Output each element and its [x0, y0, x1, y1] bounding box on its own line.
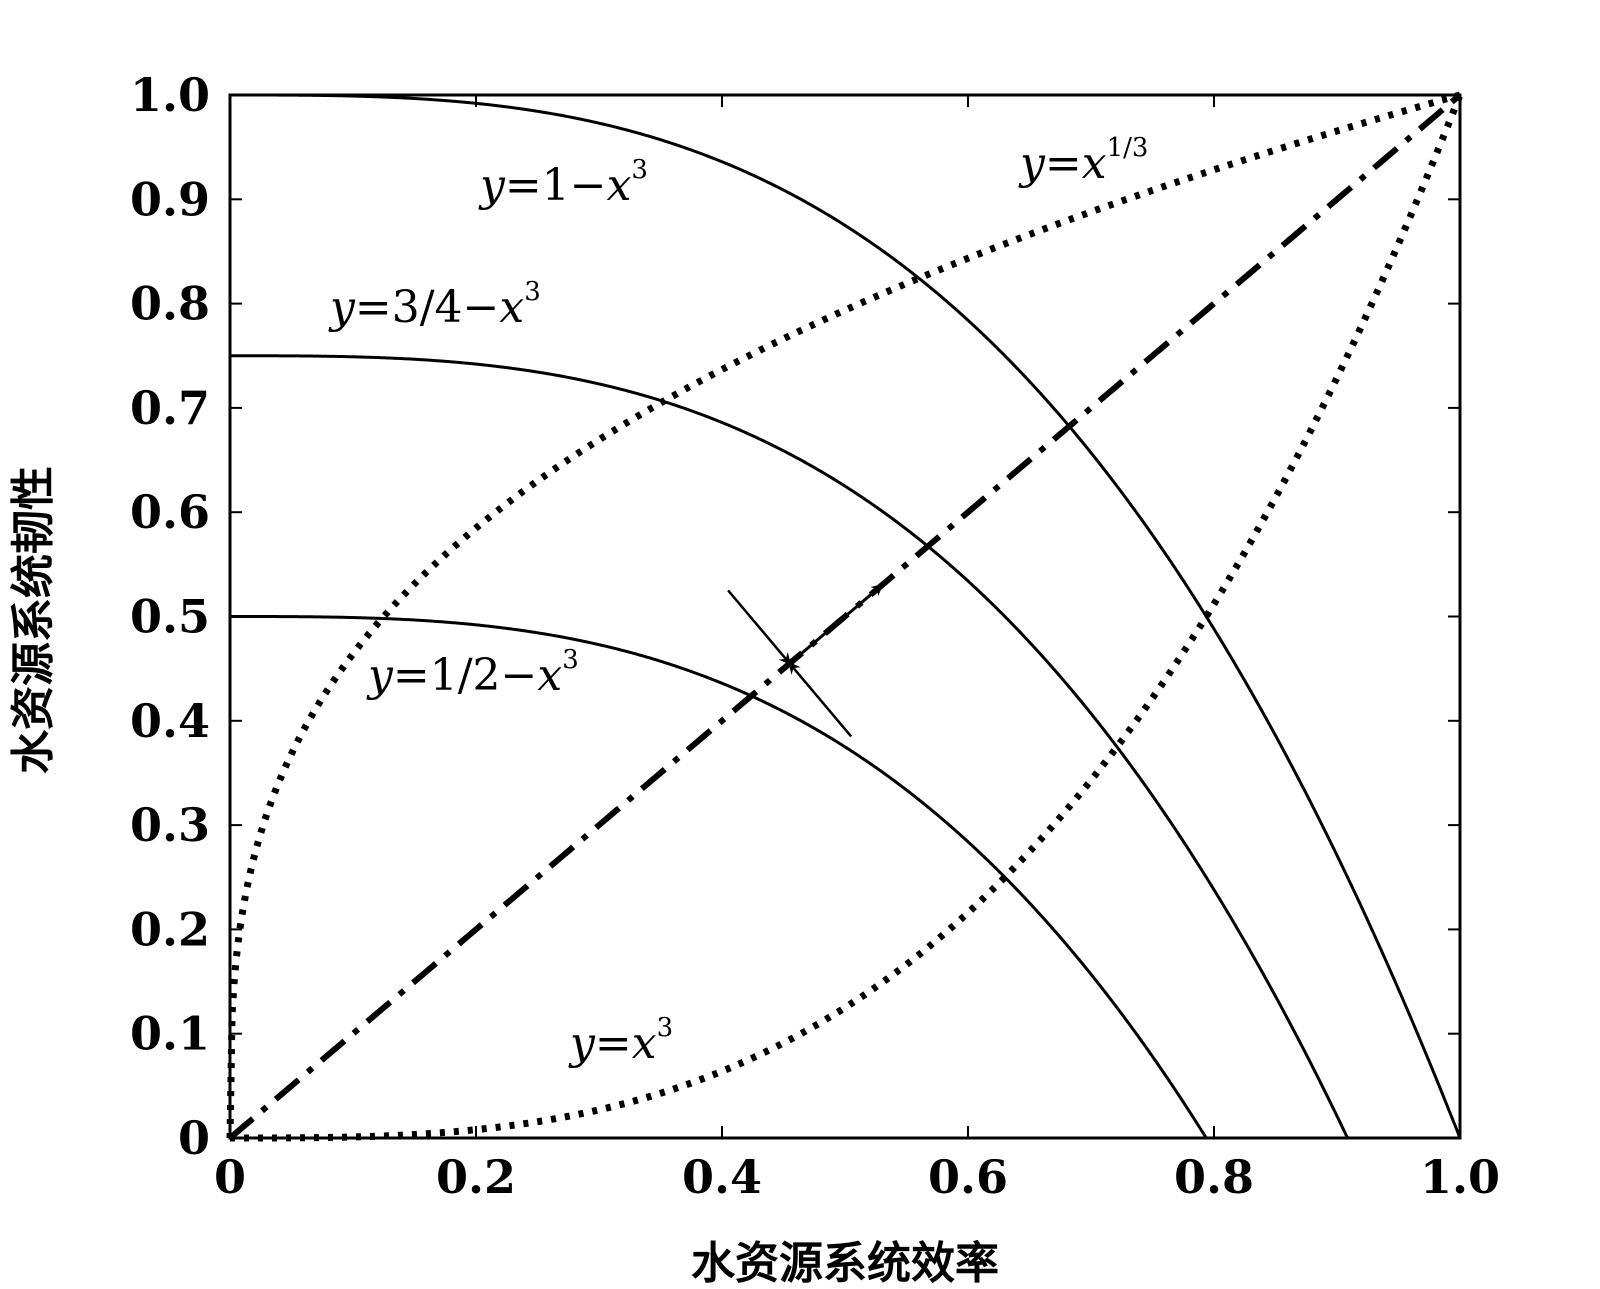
y-axis-title: 水资源系统韧性 — [8, 466, 59, 774]
y-tick-label: 0.5 — [130, 590, 210, 644]
y-tick-label: 1.0 — [130, 68, 210, 122]
x-tick-label: 0.4 — [682, 1150, 762, 1204]
y-tick-label: 0.8 — [130, 277, 210, 331]
y-tick-label: 0.9 — [130, 172, 210, 226]
series-line-1 — [230, 354, 1350, 1140]
inward-arrow-lower — [788, 661, 853, 738]
curve-label-0: y=1−x3 — [478, 155, 648, 211]
diagonal-arrow — [788, 583, 884, 665]
y-tick-label: 0.4 — [130, 694, 210, 748]
tick-labels: 0 0.2 0.4 0.6 0.8 1.0 0 0.1 0.2 0.3 0.4 0.5 0.6 0.7 0.… — [130, 68, 1500, 1204]
x-tick-label: 0 — [214, 1150, 246, 1204]
x-tick-label: 0.2 — [436, 1150, 516, 1204]
y-tick-label: 0.7 — [130, 381, 210, 435]
x-axis-title: 水资源系统效率 — [691, 1238, 999, 1289]
x-tick-label: 0.8 — [1174, 1150, 1254, 1204]
curve-label-4: y=x3 — [568, 1013, 673, 1069]
series-line-3 — [226, 91, 1461, 1139]
series-line-0 — [230, 93, 1462, 1139]
curve-label-3: y=x1/3 — [1018, 133, 1148, 189]
annotations — [727, 583, 884, 738]
inward-arrow-upper — [727, 589, 791, 665]
y-tick-label: 0.3 — [130, 798, 210, 852]
series-line-2 — [230, 615, 1209, 1140]
x-tick-label: 0.6 — [928, 1150, 1008, 1204]
x-tick-label: 1.0 — [1420, 1150, 1500, 1204]
y-tick-label: 0.6 — [130, 485, 210, 539]
y-tick-label: 0.1 — [130, 1007, 210, 1061]
curve-labels: y=1−x3 y=3/4−x3 y=1/2−x3 y=x1/3 y=x3 — [328, 133, 1148, 1069]
y-tick-label: 0 — [178, 1111, 210, 1165]
curve-label-2: y=1/2−x3 — [366, 645, 579, 701]
y-tick-label: 0.2 — [130, 902, 210, 956]
curve-label-1: y=3/4−x3 — [328, 277, 541, 333]
